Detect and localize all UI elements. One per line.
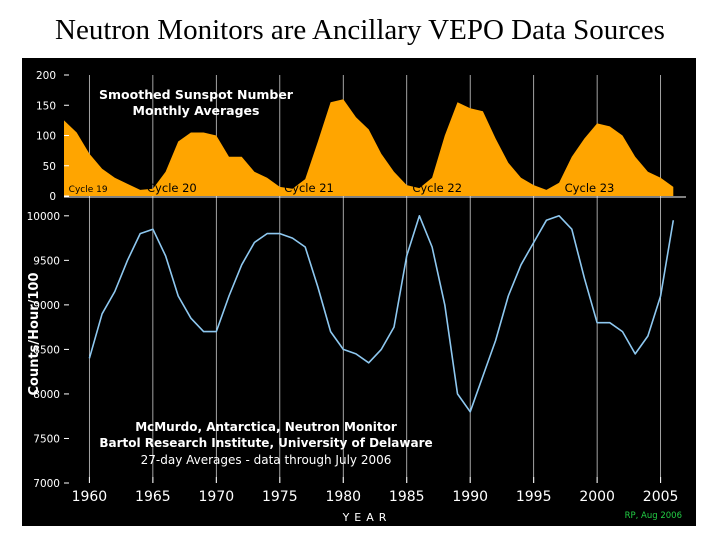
- sunspot-subtitle: Monthly Averages: [133, 103, 260, 118]
- x-tick-label: 1960: [72, 489, 108, 505]
- x-tick-label: 1985: [389, 489, 425, 505]
- x-tick-label: 1990: [452, 489, 488, 505]
- x-tick-label: 1975: [262, 489, 298, 505]
- neutron-y-tick-label: 10000: [27, 211, 60, 223]
- sunspot-area: [64, 99, 674, 196]
- sunspot-y-tick-label: 0: [49, 191, 56, 203]
- sunspot-title: Smoothed Sunspot Number: [99, 87, 294, 102]
- cycle-label: Cycle 19: [69, 185, 108, 195]
- sunspot-y-tick-label: 50: [43, 161, 56, 173]
- cycle-label: Cycle 22: [412, 181, 462, 195]
- x-tick-label: 1965: [135, 489, 171, 505]
- neutron-y-tick-label: 9000: [33, 300, 60, 312]
- neutron-y-tick-label: 8000: [33, 389, 60, 401]
- x-tick-label: 1970: [199, 489, 235, 505]
- neutron-y-tick-label: 8500: [33, 344, 60, 356]
- credit-text: RP, Aug 2006: [625, 511, 682, 521]
- neutron-subtitle: Bartol Research Institute, University of…: [99, 436, 432, 450]
- chart-svg: Smoothed Sunspot Number Monthly Averages…: [27, 70, 686, 524]
- cycle-label: Cycle 21: [284, 181, 334, 195]
- chart-panel: Smoothed Sunspot Number Monthly Averages…: [22, 58, 696, 526]
- cycle-label: Cycle 20: [147, 181, 197, 195]
- y-axis-label: Counts/Hour/100: [27, 272, 42, 395]
- sunspot-y-tick-label: 150: [36, 100, 56, 112]
- neutron-y-tick-label: 9500: [33, 255, 60, 267]
- x-tick-label: 1980: [325, 489, 361, 505]
- x-tick-label: 1995: [516, 489, 552, 505]
- neutron-y-tick-label: 7000: [33, 478, 60, 490]
- sunspot-y-tick-label: 100: [36, 131, 56, 143]
- neutron-y-tick-label: 7500: [33, 433, 60, 445]
- neutron-title: McMurdo, Antarctica, Neutron Monitor: [135, 420, 397, 434]
- slide-title: Neutron Monitors are Ancillary VEPO Data…: [55, 14, 665, 46]
- x-tick-label: 2005: [643, 489, 679, 505]
- x-axis-label: YEAR: [342, 511, 392, 524]
- neutron-caption: 27-day Averages - data through July 2006: [141, 453, 392, 467]
- cycle-label: Cycle 23: [565, 181, 615, 195]
- x-tick-label: 2000: [579, 489, 615, 505]
- sunspot-y-tick-label: 200: [36, 70, 56, 82]
- neutron-line: [88, 215, 675, 413]
- axis-ticks: [64, 74, 662, 484]
